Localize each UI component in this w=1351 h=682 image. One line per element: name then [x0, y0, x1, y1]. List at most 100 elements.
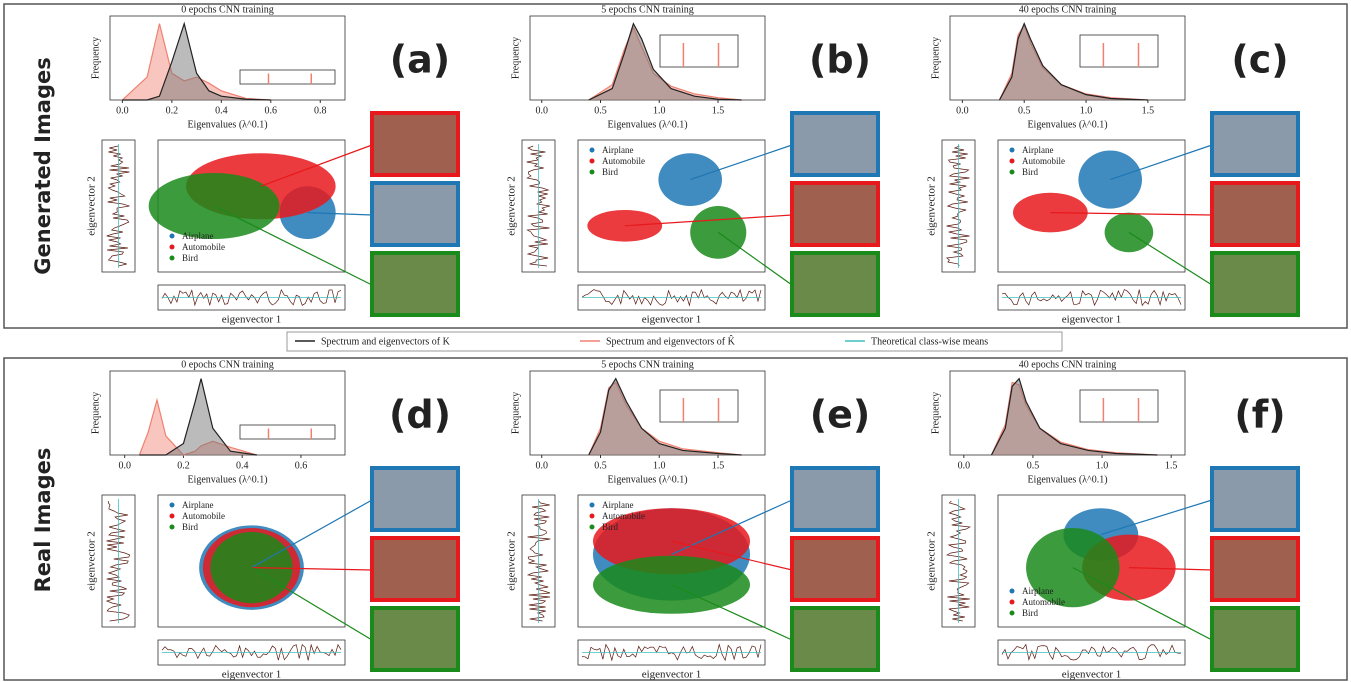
class-legend-label: Airplane [1022, 145, 1054, 155]
sample-image [790, 181, 880, 247]
scatter-x-label: eigenvector 1 [642, 669, 702, 681]
pointer [671, 499, 793, 555]
legend-dot [589, 513, 595, 519]
y-axis-label: Frequency [90, 37, 101, 79]
panel-tag: (f) [1234, 393, 1285, 437]
pointer [671, 540, 793, 571]
x-tick-label: 0.8 [314, 105, 327, 116]
scatter-y-label: eigenvector 2 [86, 531, 98, 591]
legend-dot [169, 502, 175, 508]
pointer [1072, 567, 1213, 641]
inset [659, 34, 739, 68]
x-axis-label: Eigenvalues (λ^0.1) [1027, 119, 1107, 130]
y-axis-label: Frequency [930, 392, 941, 434]
sample-image [370, 606, 460, 672]
x-tick-label: 1.5 [1142, 105, 1155, 116]
density-area [588, 378, 742, 455]
y-axis-label: Frequency [930, 37, 941, 79]
inset [1079, 389, 1159, 423]
sample-image [1210, 536, 1300, 602]
sample-image [790, 251, 880, 317]
panel-title: 0 epochs CNN training [181, 4, 274, 15]
pointer [1128, 567, 1213, 571]
scatter-y-label: eigenvector 2 [926, 176, 938, 236]
legend-dot [169, 255, 175, 261]
pointer [260, 144, 373, 187]
legend-dot [589, 524, 595, 530]
sample-image [1210, 251, 1300, 317]
x-tick-label: 1.5 [712, 460, 725, 471]
density-area [139, 378, 257, 455]
panel-title: 0 epochs CNN training [181, 359, 274, 370]
pointer [1100, 499, 1213, 536]
x-tick-label: 0.0 [956, 105, 969, 116]
x-tick-label: 0.5 [594, 105, 607, 116]
scatter-x-label: eigenvector 1 [642, 314, 702, 326]
scatter-x-label: eigenvector 1 [1062, 669, 1122, 681]
density-area [139, 400, 257, 455]
row-frame [3, 357, 1348, 681]
legend-dot [169, 524, 175, 530]
pointer [251, 567, 373, 641]
class-legend-label: Automobile [602, 156, 645, 166]
density-line [998, 22, 1148, 101]
eigvec-trace [945, 145, 970, 267]
x-tick-label: 0.0 [116, 105, 129, 116]
legend-dot [1009, 599, 1015, 605]
x-tick-label: 1.5 [1165, 460, 1178, 471]
panel-tag: (b) [809, 38, 871, 82]
x-tick-label: 0.6 [265, 105, 278, 116]
row-label: Generated Images [31, 57, 55, 274]
legend-label: Theoretical class-wise means [871, 336, 988, 347]
density-line [139, 378, 257, 456]
legend-dot [169, 233, 175, 239]
legend-label: Spectrum and eigenvectors of K [321, 336, 451, 347]
density-area [999, 23, 1148, 100]
pointer [1050, 212, 1213, 216]
x-tick-label: 1.5 [712, 105, 725, 116]
x-tick-label: 0.6 [295, 460, 308, 471]
panel-title: 40 epochs CNN training [1019, 4, 1117, 15]
panel-tag: (c) [1231, 38, 1288, 82]
x-tick-label: 0.0 [118, 460, 131, 471]
x-tick-label: 0.0 [536, 460, 549, 471]
pointer [1110, 144, 1213, 181]
eigvec-trace [105, 500, 131, 622]
x-tick-label: 1.0 [1080, 105, 1093, 116]
class-legend-label: Airplane [182, 500, 214, 510]
eigvec-trace [1001, 289, 1182, 307]
legend-dot [589, 502, 595, 508]
class-legend-label: Airplane [602, 500, 634, 510]
legend-dot [589, 158, 595, 164]
pointer [251, 567, 373, 571]
class-legend-label: Automobile [182, 511, 225, 521]
legend-dot [1009, 588, 1015, 594]
pointer [624, 214, 793, 227]
class-legend-label: Automobile [1022, 156, 1065, 166]
density-area [991, 378, 1158, 455]
sample-image [790, 536, 880, 602]
class-legend-label: Airplane [1022, 586, 1054, 596]
panel-tag: (a) [390, 38, 450, 82]
inset [239, 69, 336, 85]
density-line [122, 21, 271, 101]
x-axis-label: Eigenvalues (λ^0.1) [1027, 474, 1107, 485]
panel-title: 40 epochs CNN training [1019, 359, 1117, 370]
x-tick-label: 0.2 [177, 460, 190, 471]
row-frame [3, 3, 1348, 329]
pointer [671, 584, 793, 641]
inset [239, 424, 336, 440]
legend-dot [1009, 169, 1015, 175]
sample-image [1210, 606, 1300, 672]
sample-image [790, 111, 880, 177]
y-axis-label: Frequency [90, 392, 101, 434]
density-line [588, 22, 742, 101]
x-axis-label: Eigenvalues (λ^0.1) [607, 119, 687, 130]
class-legend-label: Automobile [182, 242, 225, 252]
sample-image [370, 111, 460, 177]
legend-label: Spectrum and eigenvectors of K̂ [606, 334, 736, 347]
legend-dot [169, 513, 175, 519]
panel-title: 5 epochs CNN training [601, 4, 694, 15]
class-legend-label: Automobile [602, 511, 645, 521]
